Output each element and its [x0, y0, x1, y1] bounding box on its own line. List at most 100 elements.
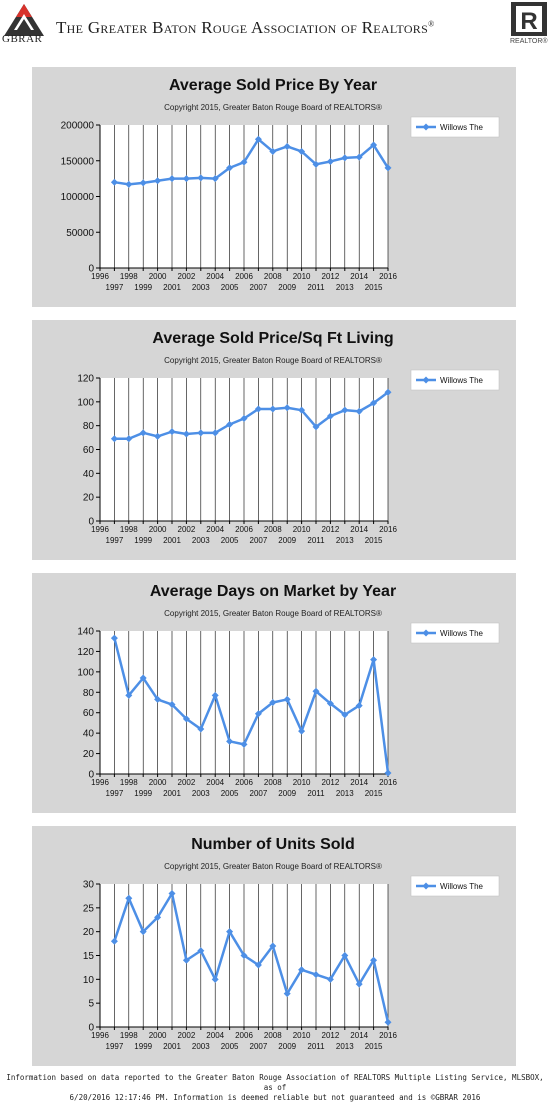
x-tick-label: 2009 — [278, 283, 296, 292]
data-point — [211, 975, 219, 983]
data-point — [240, 415, 248, 423]
data-point — [197, 725, 205, 733]
page-header: GBRAR The Greater Baton Rouge Associatio… — [0, 0, 550, 48]
y-tick-label: 25 — [83, 903, 95, 914]
data-point — [110, 178, 118, 186]
data-point — [326, 412, 334, 420]
chart-panel-units-sold: Number of Units Sold Copyright 2015, Grea… — [32, 826, 516, 1066]
data-point — [182, 715, 190, 723]
chart-subtitle: Copyright 2015, Greater Baton Rouge Boar… — [164, 862, 382, 871]
data-point — [139, 179, 147, 187]
data-point — [168, 428, 176, 436]
x-tick-label: 2008 — [264, 525, 282, 534]
data-point — [298, 966, 306, 974]
data-point — [240, 952, 248, 959]
data-point — [269, 942, 277, 950]
x-tick-label: 2006 — [235, 1031, 253, 1040]
x-tick-label: 2011 — [307, 1042, 325, 1051]
x-tick-label: 2011 — [307, 789, 325, 798]
x-tick-label: 2010 — [293, 272, 311, 281]
x-tick-label: 2016 — [379, 778, 397, 787]
data-point — [168, 890, 176, 898]
data-point — [384, 1018, 392, 1026]
data-point — [182, 956, 190, 964]
x-tick-label: 2013 — [336, 789, 354, 798]
footer-line-2: 6/20/2016 12:17:46 PM. Information is de… — [69, 1093, 481, 1102]
x-tick-label: 2009 — [278, 1042, 296, 1051]
data-point — [298, 147, 306, 155]
data-point — [226, 928, 234, 936]
x-tick-label: 2008 — [264, 1031, 282, 1040]
chart-title: Number of Units Sold — [191, 836, 355, 853]
data-point — [197, 174, 205, 182]
data-point — [312, 971, 320, 979]
gbrar-logo-icon — [4, 4, 44, 36]
y-tick-label: 100000 — [61, 192, 95, 203]
x-tick-label: 1999 — [134, 789, 152, 798]
chart-panel-avg-price: Average Sold Price By Year Copyright 2015… — [32, 67, 516, 307]
y-tick-label: 10 — [83, 975, 95, 986]
data-point — [355, 702, 363, 710]
data-point — [110, 435, 118, 443]
x-tick-label: 2015 — [365, 536, 383, 545]
data-point — [298, 727, 306, 735]
x-tick-label: 1998 — [120, 778, 138, 787]
y-tick-label: 200000 — [61, 121, 95, 132]
x-tick-label: 1996 — [91, 525, 109, 534]
legend-box — [410, 875, 500, 897]
x-tick-label: 2011 — [307, 536, 325, 545]
legend-marker — [422, 123, 430, 131]
data-point — [370, 141, 378, 149]
x-tick-label: 1998 — [120, 272, 138, 281]
x-tick-label: 2001 — [163, 536, 181, 545]
x-tick-label: 1997 — [106, 536, 124, 545]
x-tick-label: 2002 — [178, 1031, 196, 1040]
x-tick-label: 2005 — [221, 283, 239, 292]
data-point — [125, 435, 133, 443]
x-tick-label: 2013 — [336, 283, 354, 292]
data-point — [139, 429, 147, 437]
x-tick-label: 2002 — [178, 272, 196, 281]
chart-price-sqft: Average Sold Price/Sq Ft Living Copyright… — [77, 330, 500, 545]
svg-text:R: R — [520, 8, 537, 35]
y-tick-label: 40 — [83, 469, 95, 480]
legend-box — [410, 369, 500, 391]
data-point — [312, 687, 320, 695]
data-point — [254, 405, 262, 413]
data-point — [283, 142, 291, 150]
data-point — [370, 399, 378, 407]
y-tick-label: 60 — [83, 445, 95, 456]
x-tick-label: 2005 — [221, 1042, 239, 1051]
y-tick-label: 100 — [77, 667, 94, 678]
data-point — [211, 429, 219, 437]
chart-title: Average Sold Price By Year — [169, 77, 377, 94]
data-point — [197, 947, 205, 955]
data-point — [125, 691, 133, 699]
legend-label: Willows The — [440, 882, 484, 891]
data-point — [125, 180, 133, 188]
data-point — [197, 429, 205, 437]
y-tick-label: 5 — [88, 999, 94, 1010]
y-tick-label: 20 — [83, 749, 95, 760]
gbrar-logo-text: GBRAR — [2, 33, 43, 45]
x-tick-label: 2000 — [149, 272, 167, 281]
data-point — [254, 961, 262, 969]
x-tick-label: 2014 — [350, 525, 368, 534]
data-point — [355, 153, 363, 161]
x-tick-label: 2007 — [250, 283, 268, 292]
x-tick-label: 2005 — [221, 536, 239, 545]
x-tick-label: 1999 — [134, 536, 152, 545]
data-point — [211, 175, 219, 183]
x-tick-label: 2008 — [264, 272, 282, 281]
y-tick-label: 30 — [83, 880, 95, 891]
page-title: The Greater Baton Rouge Association of R… — [56, 18, 434, 38]
data-point — [283, 695, 291, 703]
y-tick-label: 80 — [83, 421, 95, 432]
data-point — [254, 135, 262, 143]
x-tick-label: 2002 — [178, 525, 196, 534]
data-point — [326, 157, 334, 165]
data-point — [341, 406, 349, 414]
x-tick-label: 2003 — [192, 1042, 210, 1051]
y-tick-label: 100 — [77, 397, 94, 408]
x-tick-label: 1996 — [91, 778, 109, 787]
